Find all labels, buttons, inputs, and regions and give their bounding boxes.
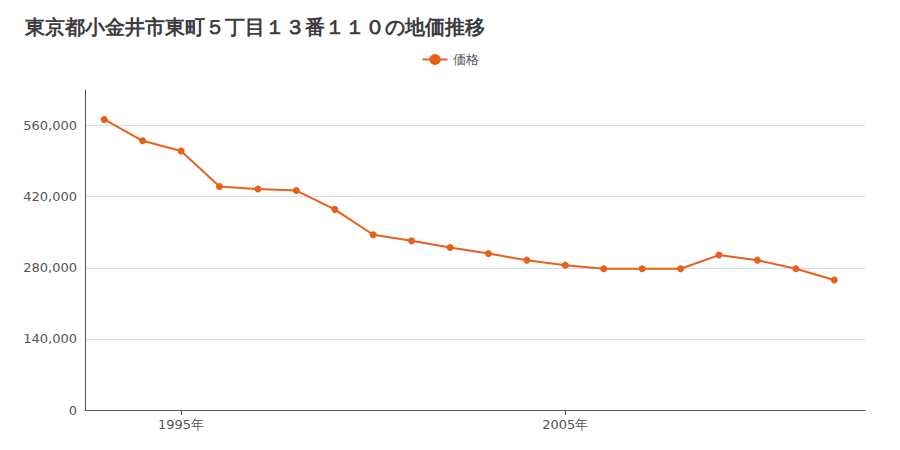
svg-text:420,000: 420,000 (23, 189, 77, 204)
svg-text:560,000: 560,000 (23, 118, 77, 133)
svg-text:0: 0 (69, 403, 77, 418)
svg-text:2005年: 2005年 (542, 417, 588, 432)
svg-text:東京都小金井市東町５丁目１３番１１０の地価推移: 東京都小金井市東町５丁目１３番１１０の地価推移 (24, 15, 485, 39)
svg-text:1995年: 1995年 (158, 417, 204, 432)
svg-text:価格: 価格 (453, 52, 479, 67)
svg-text:140,000: 140,000 (23, 331, 77, 346)
svg-text:280,000: 280,000 (23, 260, 77, 275)
